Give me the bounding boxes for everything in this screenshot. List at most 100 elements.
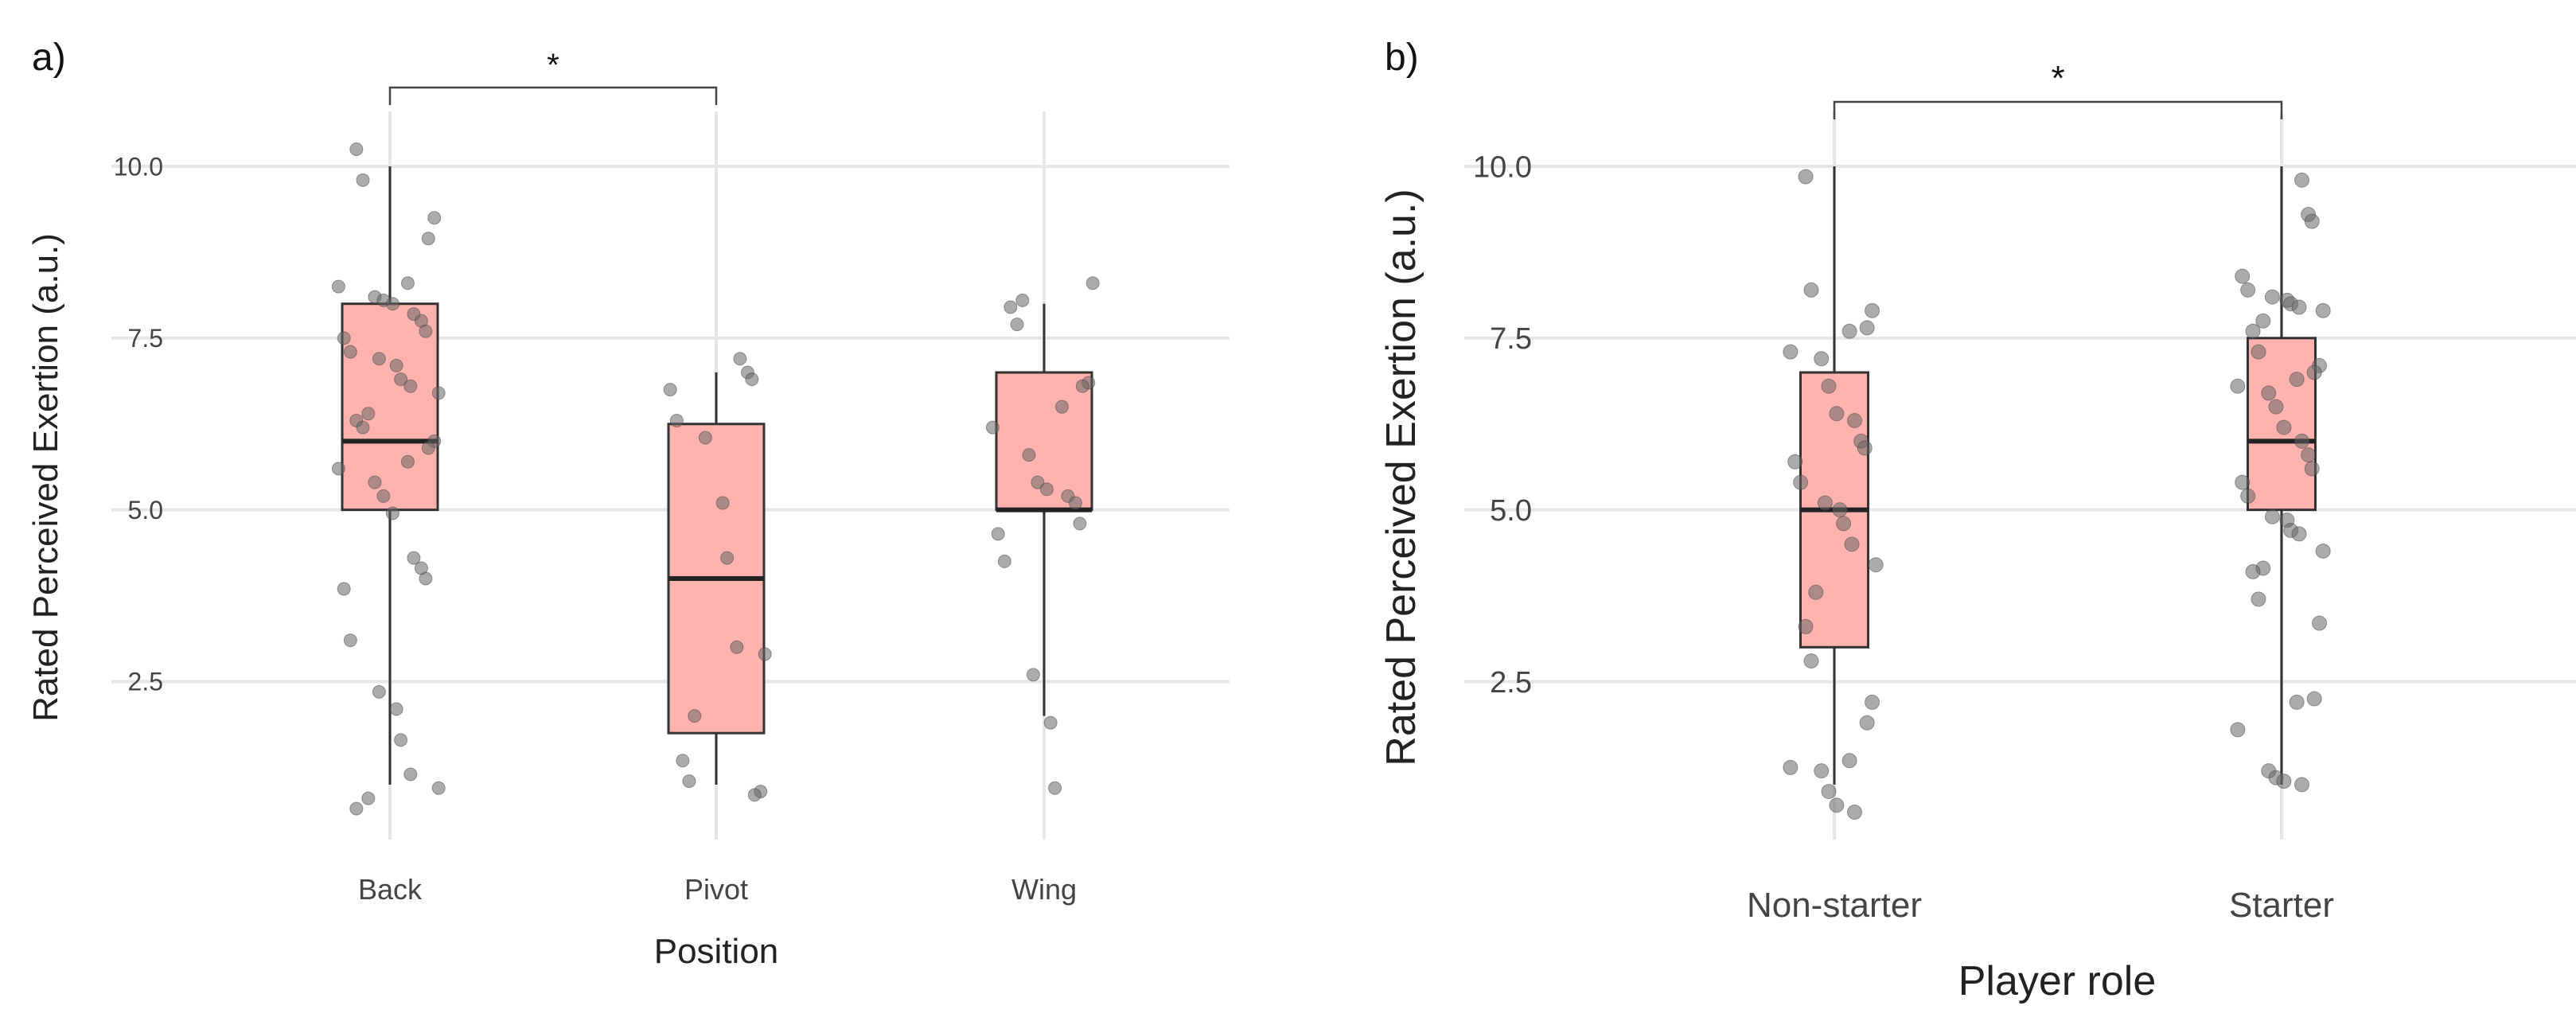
y-tick-label: 2.5: [128, 668, 163, 696]
data-point: [1817, 495, 1833, 511]
data-point: [361, 791, 376, 805]
data-point: [1783, 344, 1799, 360]
data-point: [2235, 474, 2251, 490]
data-point: [669, 413, 684, 427]
data-point: [1039, 482, 1054, 497]
data-point: [1803, 282, 1819, 298]
data-point: [349, 142, 364, 156]
panel-b-x-axis-title: Player role: [1958, 958, 2157, 1004]
data-point: [1026, 668, 1040, 682]
data-point: [356, 420, 370, 435]
data-point: [2255, 313, 2271, 329]
data-point: [2304, 213, 2320, 229]
data-point: [1841, 753, 1857, 769]
data-point: [2264, 509, 2280, 524]
data-point: [1836, 516, 1852, 532]
data-point: [1075, 379, 1089, 393]
data-point: [1814, 763, 1830, 779]
data-point: [394, 733, 408, 747]
data-point: [2245, 563, 2261, 579]
data-point: [1793, 474, 1809, 490]
significance-bracket: [388, 86, 718, 105]
data-point: [2268, 399, 2284, 415]
data-point: [2240, 282, 2256, 298]
data-point: [715, 496, 730, 510]
data-point: [1814, 351, 1830, 367]
data-point: [2289, 694, 2305, 710]
data-point: [421, 232, 435, 246]
x-tick-label: Back: [358, 873, 423, 906]
data-point: [1847, 412, 1863, 428]
data-point: [331, 279, 345, 294]
data-point: [376, 489, 391, 503]
data-point: [331, 462, 345, 476]
data-point: [2294, 777, 2310, 793]
data-point: [985, 420, 1000, 435]
data-point: [394, 372, 408, 387]
data-point: [2230, 378, 2246, 394]
data-point: [1821, 378, 1837, 394]
data-point: [1048, 781, 1062, 795]
data-point: [427, 211, 442, 225]
data-point: [1859, 320, 1875, 336]
data-point: [1844, 536, 1860, 552]
panel-a-label: a): [32, 37, 66, 79]
data-point: [2306, 691, 2322, 707]
data-point: [2276, 419, 2292, 435]
data-point: [1841, 323, 1857, 339]
panel-b: b) Rated Perceived Exertion (a.u.) Playe…: [1378, 37, 2576, 1004]
y-tick-label: 7.5: [128, 324, 163, 353]
data-point: [1787, 454, 1803, 470]
data-point: [1015, 293, 1030, 307]
data-point: [2261, 385, 2277, 401]
data-point: [2312, 615, 2328, 631]
significance-star: *: [547, 48, 559, 83]
data-point: [419, 324, 433, 338]
data-point: [403, 767, 418, 781]
data-point: [2251, 591, 2266, 607]
data-point: [385, 297, 399, 311]
data-point: [730, 640, 744, 654]
data-point: [389, 702, 403, 716]
data-point: [2240, 488, 2256, 504]
box-group-wing: [985, 276, 1100, 795]
data-point: [2315, 543, 2331, 559]
panel-a-y-axis-title: Rated Perceived Exertion (a.u.): [26, 233, 65, 722]
data-point: [997, 554, 1011, 568]
data-point: [2235, 268, 2251, 284]
data-point: [400, 454, 415, 469]
data-point: [1043, 715, 1058, 730]
data-point: [688, 709, 702, 723]
data-point: [431, 386, 446, 400]
data-point: [1821, 784, 1837, 800]
data-point: [991, 527, 1005, 541]
panel-b-y-axis-title: Rated Perceived Exertion (a.u.): [1378, 189, 1424, 766]
data-point: [663, 383, 677, 397]
data-point: [337, 331, 351, 345]
data-point: [747, 788, 762, 802]
data-point: [2294, 172, 2310, 188]
panel-a: a) Rated Perceived Exertion (a.u.) Posit…: [26, 37, 1230, 971]
data-point: [389, 358, 403, 372]
data-point: [2315, 302, 2331, 318]
data-point: [2289, 372, 2305, 388]
data-point: [1068, 496, 1082, 510]
gridlines: [1464, 111, 2576, 840]
data-point: [1868, 557, 1884, 573]
box-group-starter: [2230, 166, 2331, 793]
data-point: [343, 345, 357, 359]
data-point: [385, 506, 399, 520]
data-point: [2230, 722, 2246, 738]
data-point: [400, 276, 415, 290]
data-point: [676, 754, 690, 768]
data-point: [733, 352, 747, 366]
data-point: [2291, 526, 2307, 542]
data-point: [1783, 759, 1799, 775]
data-point: [2251, 344, 2266, 360]
y-tick-label: 5.0: [1490, 494, 1532, 528]
data-point: [1031, 475, 1045, 489]
data-point: [1085, 276, 1100, 290]
data-point: [2304, 461, 2320, 477]
data-point: [1054, 399, 1069, 414]
